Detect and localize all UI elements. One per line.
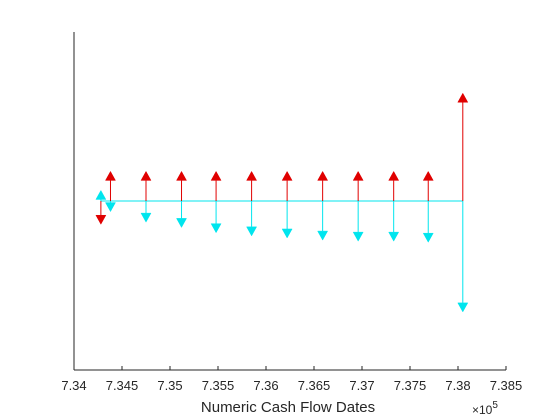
arrow-head: [210, 170, 222, 181]
cash-flow-arrow: [210, 201, 222, 234]
arrow-head: [176, 170, 187, 181]
cash-flow-arrow: [317, 201, 329, 241]
arrow-head: [422, 232, 434, 243]
cash-flow-arrow: [281, 201, 293, 239]
arrow-head: [246, 170, 258, 181]
x-tick-label: 7.355: [202, 378, 235, 393]
cash-flow-arrow: [95, 201, 107, 225]
arrow-head: [105, 202, 116, 213]
x-tick-label: 7.36: [253, 378, 278, 393]
cash-flow-arrow: [95, 189, 107, 201]
cash-flow-arrow: [105, 170, 116, 201]
arrow-head: [388, 170, 400, 181]
x-axis-exponent-power: 5: [492, 400, 498, 411]
arrow-head: [317, 230, 329, 241]
cash-flow-arrow: [352, 201, 364, 242]
x-tick-label: 7.34: [61, 378, 86, 393]
cash-flow-arrow: [388, 201, 400, 242]
cash-flow-arrow: [140, 170, 152, 201]
arrow-head: [140, 170, 152, 181]
cash-flow-arrow: [246, 170, 258, 201]
cash-flow-arrow: [317, 170, 329, 201]
x-axis-exponent-base: ×10: [472, 403, 493, 417]
cash-flow-arrow: [422, 201, 434, 243]
arrow-head: [140, 212, 152, 223]
arrow-head: [95, 214, 107, 225]
arrow-head: [422, 170, 434, 181]
cash-flow-arrow: [457, 201, 469, 313]
arrow-head: [95, 189, 107, 200]
arrow-head: [457, 302, 469, 313]
x-tick-label: 7.35: [157, 378, 182, 393]
arrow-head: [457, 92, 469, 103]
arrow-head: [352, 170, 364, 181]
cash-flow-marks: [95, 92, 469, 313]
cash-flow-arrow: [281, 170, 293, 201]
x-tick-label: 7.385: [490, 378, 523, 393]
arrow-head: [105, 170, 116, 181]
plot-area: [73, 32, 506, 371]
arrow-head: [176, 218, 187, 228]
cash-flow-arrow: [422, 170, 434, 201]
x-tick-label: 7.375: [394, 378, 427, 393]
cash-flow-arrow: [457, 92, 469, 201]
arrow-head: [317, 170, 329, 181]
x-ticks: 7.34 7.345 7.35 7.355 7.36 7.365 7.37 7.375 7.38…: [61, 366, 522, 393]
cash-flow-arrow: [176, 201, 187, 228]
x-tick-label: 7.365: [298, 378, 331, 393]
arrow-head: [352, 231, 364, 242]
cash-flow-arrow: [176, 170, 187, 201]
cash-flow-arrow: [140, 201, 152, 223]
x-axis-exponent: ×105: [472, 400, 498, 417]
arrow-head: [281, 170, 293, 181]
arrow-head: [388, 231, 400, 242]
x-axis-title: Numeric Cash Flow Dates: [201, 399, 375, 416]
arrow-head: [210, 223, 222, 234]
cash-flow-arrow: [388, 170, 400, 201]
cash-flow-arrow: [246, 201, 258, 237]
x-tick-label: 7.345: [106, 378, 139, 393]
arrow-head: [246, 226, 258, 237]
x-tick-label: 7.37: [349, 378, 374, 393]
cash-flow-arrow: [210, 170, 222, 201]
x-tick-label: 7.38: [445, 378, 470, 393]
cash-flow-arrow: [105, 201, 116, 213]
cash-flow-arrow: [352, 170, 364, 201]
arrow-head: [281, 228, 293, 239]
